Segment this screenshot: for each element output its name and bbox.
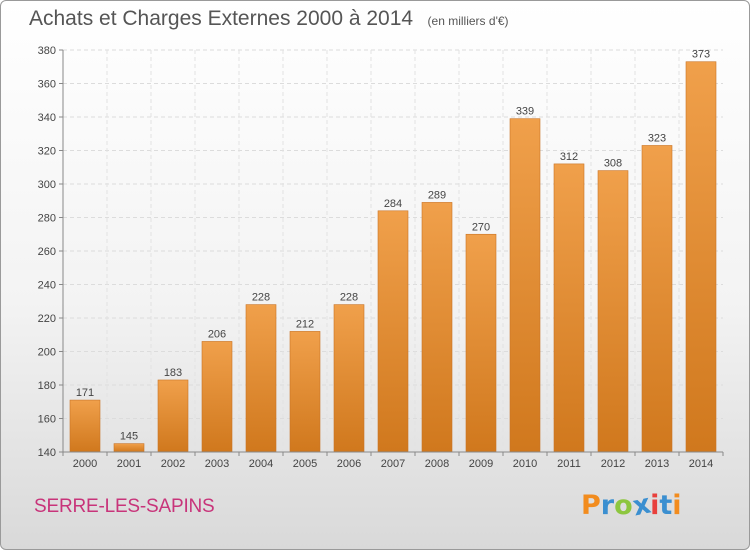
x-tick-label: 2002 <box>161 458 185 470</box>
y-tick-label: 360 <box>38 79 56 91</box>
bar-2003[interactable] <box>201 341 233 453</box>
bar-2000[interactable] <box>69 399 101 453</box>
bar-2012[interactable] <box>597 170 629 453</box>
y-tick-label: 200 <box>38 347 56 359</box>
y-tick-label: 140 <box>38 447 56 459</box>
x-tick-label: 2010 <box>513 458 537 470</box>
y-tick-label: 260 <box>38 246 56 258</box>
logo-letter: i <box>672 490 682 521</box>
x-tick-label: 2014 <box>689 458 713 470</box>
logo-letter: r <box>600 490 615 521</box>
x-tick-label: 2005 <box>293 458 317 470</box>
bar-2009[interactable] <box>465 233 497 453</box>
bar-2014[interactable] <box>685 61 717 453</box>
x-tick-label: 2007 <box>381 458 405 470</box>
y-tick-label: 280 <box>38 213 56 225</box>
logo-letter: o <box>614 490 633 521</box>
y-tick-label: 240 <box>38 280 56 292</box>
chart-unit-note: (en milliers d'€) <box>427 14 509 28</box>
title-line: Achats et Charges Externes 2000 à 2014 (… <box>29 7 509 31</box>
bar-value-label: 289 <box>428 189 446 201</box>
x-tick-label: 2006 <box>337 458 361 470</box>
bar-value-label: 339 <box>516 106 534 118</box>
x-tick-label: 2001 <box>117 458 141 470</box>
bar-2006[interactable] <box>333 304 365 453</box>
bar-2010[interactable] <box>509 118 541 453</box>
y-tick-label: 380 <box>38 45 56 57</box>
logo-letter: t <box>659 490 673 521</box>
bar-value-label: 145 <box>120 431 138 443</box>
bar-value-label: 373 <box>692 49 710 61</box>
x-tick-label: 2011 <box>557 458 581 470</box>
bar-value-label: 270 <box>472 221 490 233</box>
x-tick-label: 2004 <box>249 458 273 470</box>
y-tick-label: 160 <box>38 414 56 426</box>
logo-letter: P <box>581 490 601 521</box>
bar-2004[interactable] <box>245 304 277 453</box>
bar-value-label: 212 <box>296 318 314 330</box>
commune-name: SERRE-LES-SAPINS <box>34 496 215 517</box>
bar-value-label: 308 <box>604 158 622 170</box>
logo-letter: i <box>650 490 660 521</box>
bar-value-label: 312 <box>560 151 578 163</box>
x-tick-label: 2009 <box>469 458 493 470</box>
y-tick-label: 220 <box>38 313 56 325</box>
y-tick-label: 300 <box>38 179 56 191</box>
x-tick-label: 2013 <box>645 458 669 470</box>
x-tick-label: 2012 <box>601 458 625 470</box>
bar-2001[interactable] <box>113 443 145 453</box>
bar-2005[interactable] <box>289 331 321 453</box>
chart-title: Achats et Charges Externes 2000 à 2014 <box>29 7 414 30</box>
x-tick-label: 2000 <box>73 458 97 470</box>
y-tick-label: 340 <box>38 112 56 124</box>
bar-value-label: 183 <box>164 367 182 379</box>
bar-value-label: 228 <box>340 292 358 304</box>
bar-2013[interactable] <box>641 145 673 453</box>
bar-value-label: 284 <box>384 198 402 210</box>
bar-value-label: 206 <box>208 328 226 340</box>
y-tick-label: 320 <box>38 146 56 158</box>
x-tick-label: 2003 <box>205 458 229 470</box>
bar-2002[interactable] <box>157 379 189 453</box>
bar-2008[interactable] <box>421 202 453 453</box>
bar-value-label: 171 <box>76 387 94 399</box>
bar-value-label: 228 <box>252 292 270 304</box>
bar-2007[interactable] <box>377 210 409 453</box>
x-tick-label: 2008 <box>425 458 449 470</box>
y-tick-label: 180 <box>38 380 56 392</box>
proxiti-logo[interactable]: Proxiti <box>581 489 682 523</box>
bar-value-label: 323 <box>648 132 666 144</box>
bar-2011[interactable] <box>553 163 585 453</box>
